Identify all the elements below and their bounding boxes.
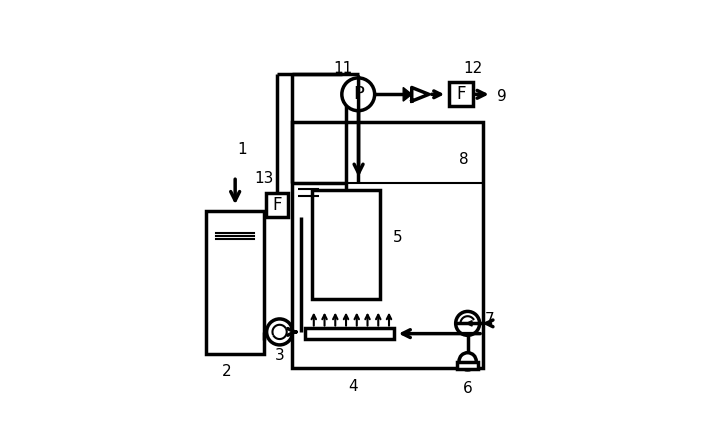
Bar [266,194,288,218]
Text: F: F [272,196,281,214]
Text: 4: 4 [348,379,358,394]
Text: 7: 7 [485,313,495,327]
Text: 11: 11 [333,61,352,76]
Text: 8: 8 [459,152,469,167]
Text: 1: 1 [238,142,247,156]
Bar [291,122,483,368]
Bar [449,82,473,106]
Text: 6: 6 [463,381,472,396]
Text: 12: 12 [463,61,482,76]
Circle shape [267,319,293,345]
Text: 13: 13 [255,170,274,186]
Text: 3: 3 [274,349,284,363]
Text: P: P [353,85,364,103]
Text: 5: 5 [393,230,403,246]
Circle shape [342,78,374,111]
Bar [457,362,478,369]
Circle shape [459,353,476,370]
Circle shape [456,311,479,335]
Bar [312,190,381,299]
Bar [306,329,394,339]
Text: 2: 2 [222,364,231,379]
Polygon shape [403,87,412,101]
Text: F: F [456,85,466,103]
Text: 9: 9 [497,88,507,103]
Bar [206,210,264,354]
